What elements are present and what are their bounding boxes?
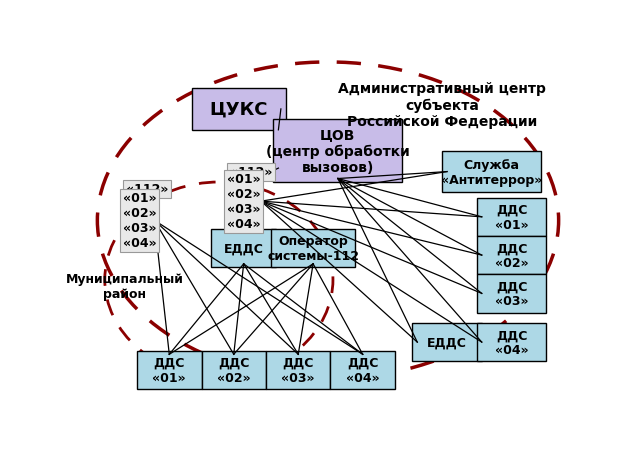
FancyBboxPatch shape bbox=[137, 351, 202, 389]
Text: Служба
«Антитеррор»: Служба «Антитеррор» bbox=[441, 158, 542, 186]
FancyBboxPatch shape bbox=[273, 120, 403, 183]
FancyBboxPatch shape bbox=[211, 230, 276, 268]
Text: ДДС
«03»: ДДС «03» bbox=[495, 280, 528, 308]
Text: ДДС
«02»: ДДС «02» bbox=[217, 356, 251, 384]
Text: ДДС
«04»: ДДС «04» bbox=[495, 328, 529, 356]
Text: ДДС
«03»: ДДС «03» bbox=[282, 356, 315, 384]
Text: ЦУКС: ЦУКС bbox=[209, 101, 268, 119]
Text: «112»: «112» bbox=[126, 183, 168, 196]
FancyBboxPatch shape bbox=[477, 323, 547, 361]
Text: ДДС
«01»: ДДС «01» bbox=[495, 203, 529, 231]
FancyBboxPatch shape bbox=[477, 275, 547, 313]
Text: Административный центр
субъекта
Российской Федерации: Административный центр субъекта Российск… bbox=[338, 82, 546, 129]
Text: Муниципальный
район: Муниципальный район bbox=[66, 273, 184, 301]
FancyBboxPatch shape bbox=[330, 351, 395, 389]
FancyBboxPatch shape bbox=[442, 152, 541, 193]
FancyBboxPatch shape bbox=[477, 236, 547, 275]
Text: «01»
«02»
«03»
«04»: «01» «02» «03» «04» bbox=[123, 192, 156, 250]
FancyBboxPatch shape bbox=[266, 351, 330, 389]
Text: ЕДДС: ЕДДС bbox=[427, 336, 467, 349]
FancyBboxPatch shape bbox=[412, 323, 482, 361]
Text: ЕДДС: ЕДДС bbox=[224, 242, 264, 255]
Text: ДДС
«04»: ДДС «04» bbox=[346, 356, 380, 384]
Text: «01»
«02»
«03»
«04»: «01» «02» «03» «04» bbox=[227, 173, 260, 230]
FancyBboxPatch shape bbox=[191, 89, 286, 130]
FancyBboxPatch shape bbox=[271, 230, 355, 268]
Text: ЦОВ
(центр обработки
вызовов): ЦОВ (центр обработки вызовов) bbox=[266, 128, 410, 175]
Text: ДДС
«01»: ДДС «01» bbox=[152, 356, 186, 384]
FancyBboxPatch shape bbox=[477, 198, 547, 236]
FancyBboxPatch shape bbox=[202, 351, 266, 389]
Text: ДДС
«02»: ДДС «02» bbox=[495, 242, 529, 270]
Text: Оператор
системы-112: Оператор системы-112 bbox=[267, 235, 359, 262]
Text: «112»: «112» bbox=[230, 166, 272, 179]
